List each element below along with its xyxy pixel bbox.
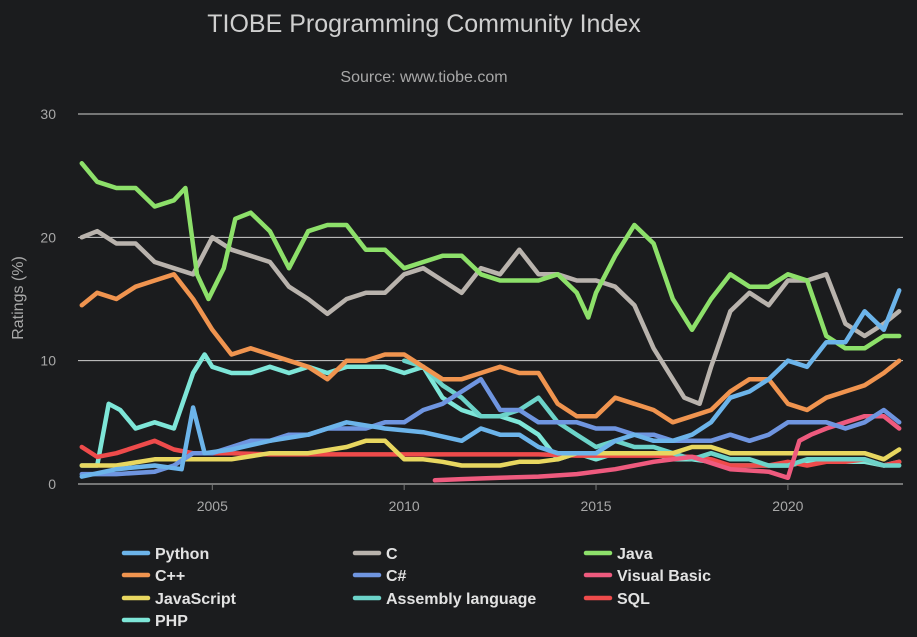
y-tick-labels: 0 10 20 30 [40,106,56,492]
y-tick-20: 20 [40,229,56,245]
legend-label-c: C [386,546,398,563]
x-tick-2020: 2020 [772,498,803,514]
series-line-c [79,228,902,407]
legend-label-javascript: JavaScript [155,591,237,608]
series-line-sql [79,438,902,468]
legend-label-sql: SQL [617,591,650,608]
x-tick-2005: 2005 [197,498,228,514]
chart-subtitle: Source: www.tiobe.com [340,69,507,86]
legend-item-sql[interactable]: SQL [583,591,650,608]
series-line-java [79,161,902,351]
y-tick-10: 10 [40,353,56,369]
series-line-c- [79,376,902,477]
series-line-visual-basic [432,413,902,483]
y-tick-30: 30 [40,106,56,122]
legend-label-visual-basic: Visual Basic [617,568,711,585]
x-tick-2010: 2010 [389,498,420,514]
legend-item-javascript[interactable]: JavaScript [121,591,237,608]
x-tick-2015: 2015 [580,498,611,514]
legend-item-visual-basic[interactable]: Visual Basic [583,568,711,585]
legend-label-java: Java [617,546,653,563]
legend: Python C Java C++ C# Visual Basic JavaScript As… [121,546,711,630]
x-tick-labels: 2005 2010 2015 2020 [197,484,804,514]
series-line-python [79,288,902,479]
legend-label-php: PHP [155,613,188,630]
legend-item-python[interactable]: Python [121,546,209,563]
legend-item-php[interactable]: PHP [121,613,188,630]
legend-label-c-: C# [386,568,407,585]
legend-item-assembly-language[interactable]: Assembly language [352,591,536,608]
legend-item-c-[interactable]: C++ [121,568,185,585]
legend-item-c[interactable]: C [352,546,398,563]
series-line-assembly-language [401,358,902,468]
series-lines [79,161,902,483]
legend-item-c-[interactable]: C# [352,568,407,585]
legend-label-c-: C++ [155,568,185,585]
legend-item-java[interactable]: Java [583,546,653,563]
chart-title: TIOBE Programming Community Index [207,10,641,38]
series-line-javascript [79,438,902,468]
legend-label-assembly-language: Assembly language [386,591,536,608]
y-tick-0: 0 [48,476,56,492]
y-axis-label: Ratings (%) [10,256,27,340]
legend-label-python: Python [155,546,209,563]
